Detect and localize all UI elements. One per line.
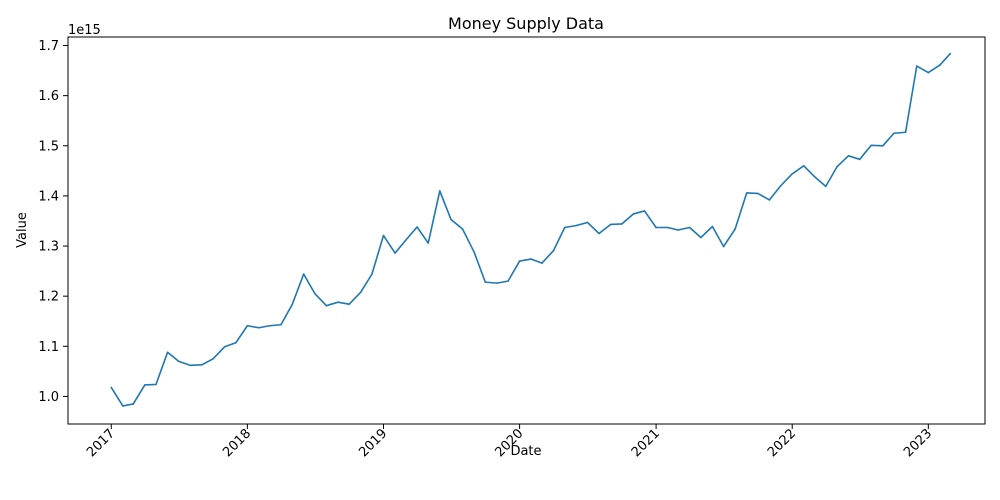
x-tick-label: 2018 <box>220 426 254 460</box>
data-point <box>461 228 464 230</box>
x-tick-label: 2023 <box>901 426 935 460</box>
y-axis-label: Value <box>15 212 30 248</box>
y-tick-label: 1.3 <box>38 240 59 255</box>
data-point <box>144 384 146 386</box>
data-point <box>541 262 543 264</box>
data-point <box>836 166 838 168</box>
data-point <box>643 210 646 212</box>
data-point <box>722 245 725 248</box>
data-point <box>189 364 192 367</box>
data-point <box>166 351 169 354</box>
data-point <box>620 223 623 225</box>
data-point <box>280 323 282 326</box>
data-point <box>325 304 328 307</box>
data-point <box>473 251 475 253</box>
x-axis-label: Date <box>510 444 541 459</box>
x-tick-label: 2017 <box>84 426 118 460</box>
data-point <box>246 324 249 327</box>
series-line <box>110 53 951 407</box>
data-point <box>802 165 805 167</box>
x-tick-label: 2022 <box>765 426 799 460</box>
data-point <box>132 403 135 405</box>
data-point <box>314 292 316 295</box>
data-point <box>258 326 260 329</box>
data-point <box>893 132 895 135</box>
y-tick-label: 1.0 <box>38 390 59 405</box>
data-point <box>427 242 430 244</box>
y-tick-label: 1.7 <box>38 39 59 54</box>
data-point <box>507 280 509 282</box>
data-point <box>757 192 759 195</box>
data-point <box>858 158 861 161</box>
chart-title: Money Supply Data <box>448 14 604 33</box>
data-point <box>110 386 113 389</box>
data-point <box>904 131 907 134</box>
data-point <box>688 226 691 229</box>
data-point <box>155 383 157 386</box>
data-point <box>768 199 771 201</box>
data-point <box>813 175 815 178</box>
data-point <box>235 341 237 344</box>
data-point <box>655 226 657 229</box>
data-point <box>122 405 124 407</box>
data-point <box>212 358 214 360</box>
y-tick-label: 1.1 <box>38 340 59 355</box>
data-point <box>530 258 532 260</box>
data-point <box>302 273 305 275</box>
data-point <box>915 65 918 67</box>
data-point <box>598 232 600 235</box>
data-point <box>779 185 782 187</box>
data-point <box>791 173 793 175</box>
data-point <box>450 218 452 221</box>
data-point <box>632 213 635 215</box>
data-point <box>404 239 407 242</box>
data-point <box>847 155 850 157</box>
x-tick-label: 2019 <box>356 426 390 460</box>
data-point <box>700 236 702 239</box>
plot-frame <box>67 36 986 425</box>
data-point <box>496 282 498 284</box>
x-tick-label: 2021 <box>629 426 663 460</box>
data-point <box>439 190 441 192</box>
data-point <box>711 225 714 228</box>
data-point <box>927 71 930 74</box>
data-point <box>939 64 941 66</box>
data-point <box>268 324 271 327</box>
data-point <box>609 223 612 226</box>
y-tick-label: 1.6 <box>38 89 59 104</box>
data-point <box>586 221 589 224</box>
data-point <box>291 303 293 306</box>
data-point <box>824 185 827 188</box>
data-point <box>870 144 873 147</box>
y-tick-label: 1.2 <box>38 290 59 305</box>
data-point <box>337 301 339 303</box>
data-point <box>416 226 418 228</box>
data-point <box>371 273 373 275</box>
data-point <box>949 52 952 55</box>
y-axis: 1.0 1.1 1.2 1.3 1.4 1.5 1.6 1.7 <box>38 39 68 405</box>
data-point <box>394 252 396 254</box>
data-point <box>563 226 566 229</box>
data-point <box>677 229 679 231</box>
data-points <box>110 52 952 407</box>
data-point <box>734 228 736 230</box>
data-point <box>666 226 669 229</box>
y-offset-label: 1e15 <box>68 23 101 38</box>
data-point <box>201 364 203 366</box>
data-point <box>518 260 521 262</box>
data-point <box>177 360 180 363</box>
data-point <box>348 303 350 305</box>
plot-area: 2017 2018 2019 2020 2021 2022 2023 1.01.11.21.… <box>38 36 986 460</box>
data-point <box>882 144 884 147</box>
data-point <box>745 192 748 194</box>
data-point <box>552 249 555 252</box>
data-point <box>575 224 578 227</box>
data-point <box>484 281 487 283</box>
data-point <box>359 291 362 293</box>
data-point <box>223 346 226 348</box>
data-point <box>382 234 385 237</box>
y-tick-label: 1.5 <box>38 139 59 154</box>
y-tick-label: 1.4 <box>38 189 59 204</box>
